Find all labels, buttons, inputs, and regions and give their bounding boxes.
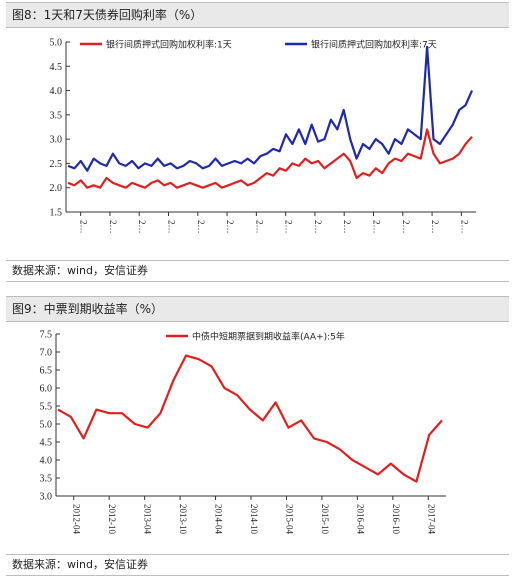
x-tick-label: 2…	[342, 220, 352, 234]
y-tick-label: 7.0	[40, 348, 53, 359]
x-tick-label: 2…	[401, 220, 411, 234]
x-tick-label: 2…	[430, 220, 440, 234]
x-tick-label: 2…	[459, 220, 469, 234]
x-tick-label: 2016-04	[355, 504, 365, 534]
x-tick-label: 2012-10	[107, 504, 117, 534]
y-tick-label: 6.0	[40, 384, 53, 395]
y-tick-label: 3.5	[50, 110, 63, 121]
y-tick-label: 4.0	[50, 86, 63, 97]
x-tick-label: 2…	[137, 220, 147, 234]
x-tick-label: 2015-10	[320, 504, 330, 534]
y-tick-label: 3.5	[40, 474, 53, 485]
legend-label-1: 银行间质押式回购加权利率:1天	[106, 39, 232, 51]
y-tick-label: 4.5	[50, 62, 63, 73]
x-tick-label: 2…	[284, 220, 294, 234]
y-tick-label: 3.0	[40, 492, 53, 503]
y-tick-label: 3.0	[50, 135, 63, 146]
x-tick-label: 2…	[313, 220, 323, 234]
source-note-1: 数据来源：wind，安信证券	[6, 260, 509, 282]
y-tick-label: 4.5	[40, 438, 53, 449]
y-tick-label: 2.5	[50, 159, 63, 170]
series-line-1	[57, 354, 443, 483]
y-tick-label: 4.0	[40, 456, 53, 467]
y-tick-label: 5.0	[50, 38, 63, 49]
source-note-2: 数据来源：wind，安信证券	[6, 554, 509, 576]
chart-title-1: 图8：1天和7天债券回购利率（%）	[6, 2, 509, 28]
chart-panel-1: 图8：1天和7天债券回购利率（%） 1.5 2.0 2.5 3.0 3.5 4.0 4.5 5…	[6, 2, 509, 284]
x-tick-label: 2016-10	[391, 504, 401, 534]
line-chart-mtn-yield: 3.0 3.5 4.0 4.5 5.0 5.5 6.0 6.5 7.0 7.5 2012-04 201…	[40, 330, 446, 534]
chart-area-1: 1.5 2.0 2.5 3.0 3.5 4.0 4.5 5.0 2… 2… 2… 2… 2… 2… 2… 2……	[6, 30, 509, 258]
legend-label-2: 银行间质押式回购加权利率:7天	[311, 39, 437, 51]
x-tick-label: 2015-04	[284, 504, 294, 534]
y-tick-label: 5.0	[40, 420, 53, 431]
x-tick-label: 2014-04	[214, 504, 224, 534]
x-tick-label: 2014-10	[249, 504, 259, 534]
x-tick-label: 2…	[196, 220, 206, 234]
y-tick-label: 7.5	[40, 330, 53, 341]
x-tick-label: 2…	[225, 220, 235, 234]
chart-panel-2: 图9：中票到期收益率（%） 3.0 3.5 4.0 4.5 5.0 5.5 6.0 6.5 7.…	[6, 296, 509, 582]
x-tick-label: 2013-10	[178, 504, 188, 534]
series-line-2	[67, 45, 474, 172]
x-tick-label: 2…	[79, 220, 89, 234]
y-tick-label: 5.5	[40, 402, 53, 413]
x-tick-label: 2017-04	[426, 504, 436, 534]
y-tick-label: 2.0	[50, 183, 63, 194]
x-tick-label: 2…	[167, 220, 177, 234]
series-line-1	[67, 128, 473, 189]
chart-title-2: 图9：中票到期收益率（%）	[6, 296, 509, 322]
x-tick-label: 2…	[108, 220, 118, 234]
x-tick-label: 2013-04	[143, 504, 153, 534]
y-tick-label: 1.5	[50, 208, 63, 219]
y-tick-label: 6.5	[40, 366, 53, 377]
x-tick-label: 2…	[254, 220, 264, 234]
x-tick-label: 2012-04	[72, 504, 82, 534]
chart-area-2: 3.0 3.5 4.0 4.5 5.0 5.5 6.0 6.5 7.0 7.5 2012-04 201…	[6, 324, 509, 552]
x-tick-label: 2…	[372, 220, 382, 234]
legend-label-1: 中债中短期票据到期收益率(AA+):5年	[192, 331, 345, 343]
line-chart-repo-rates: 1.5 2.0 2.5 3.0 3.5 4.0 4.5 5.0 2… 2… 2… 2… 2… 2… 2… 2……	[50, 38, 476, 234]
